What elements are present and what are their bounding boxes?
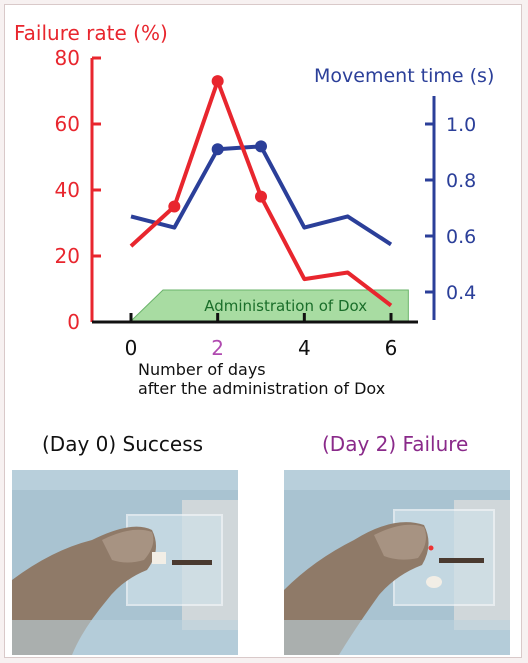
right-tick-label: 0.8 (446, 170, 476, 192)
left-tick-label: 80 (55, 46, 80, 70)
x-tick-label: 0 (125, 336, 138, 360)
day0-caption: (Day 0) Success (42, 432, 204, 456)
x-axis-label-line1: Number of days (138, 360, 266, 379)
x-axis-label-line2: after the administration of Dox (138, 379, 385, 398)
right-tick-label: 0.6 (446, 226, 476, 248)
left-series-point (255, 190, 267, 203)
left-tick-label: 40 (55, 178, 80, 202)
series (129, 75, 393, 308)
day0-photo (12, 470, 238, 655)
left-tick-label: 20 (55, 244, 80, 268)
x-tick-label: 6 (385, 336, 398, 360)
day2-caption: (Day 2) Failure (322, 432, 469, 456)
left-series-point (211, 75, 224, 88)
right-series-point (255, 140, 267, 153)
left-tick-label: 0 (67, 310, 80, 334)
axes: 0 20 40 60 80 0.4 0.6 0.8 1.0 0 2 4 6 (55, 46, 477, 360)
left-tick-label: 60 (55, 112, 80, 136)
dual-axis-line-chart: Failure rate (%) Movement time (s) Admin… (14, 21, 494, 398)
dox-administration-label: Administration of Dox (204, 297, 367, 315)
day2-photo (284, 470, 510, 655)
right-tick-label: 1.0 (446, 114, 476, 136)
x-tick-label: 4 (298, 336, 311, 360)
dox-administration-annotation: Administration of Dox (129, 289, 409, 322)
left-series-point (168, 200, 181, 213)
left-axis-label: Failure rate (%) (14, 21, 168, 45)
right-tick-label: 0.4 (446, 282, 476, 304)
right-series-point (211, 143, 224, 156)
x-tick-label: 2 (211, 336, 224, 360)
right-axis-label: Movement time (s) (314, 65, 494, 87)
